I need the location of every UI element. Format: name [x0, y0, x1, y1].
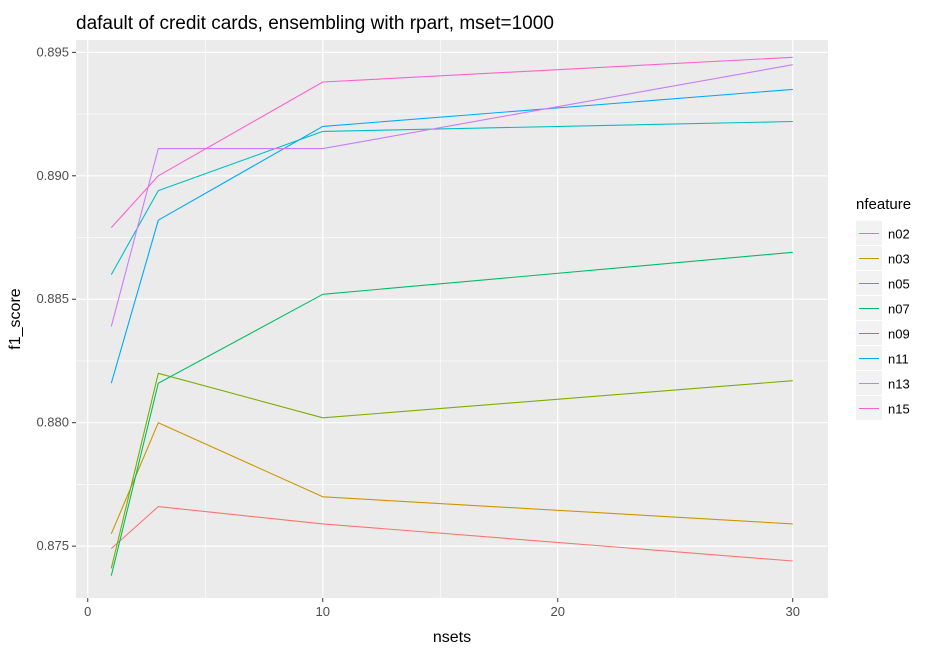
- y-tick-label: 0.875: [36, 538, 69, 553]
- y-axis-title: f1_score: [7, 288, 24, 349]
- legend-title: nfeature: [856, 196, 911, 213]
- series-line-n15: [110, 56, 793, 228]
- legend: nfeature n02 n03 n05 n07 n09 n11 n13 n15: [856, 196, 911, 420]
- legend-label-n13: n13: [888, 377, 910, 392]
- legend-label-n09: n09: [888, 327, 910, 342]
- y-tick-label: 0.885: [36, 291, 69, 306]
- legend-label-n11: n11: [888, 352, 909, 367]
- legend-label-n07: n07: [888, 302, 910, 317]
- series-line-n11: [110, 88, 793, 384]
- legend-label-n05: n05: [888, 277, 910, 292]
- series-line-n09: [110, 120, 793, 275]
- y-axis: 0.875 0.880 0.885 0.890 0.895: [36, 44, 76, 553]
- series-line-n07: [110, 251, 793, 576]
- x-axis: 0 10 20 30: [84, 598, 800, 619]
- x-tick-label: 10: [316, 604, 330, 619]
- series-lines: [110, 56, 793, 576]
- plot-panel: [76, 40, 828, 598]
- chart-title: dafault of credit cards, ensembling with…: [76, 13, 554, 34]
- legend-label-n03: n03: [888, 252, 910, 267]
- grid-minor: [76, 40, 828, 598]
- legend-label-n02: n02: [888, 227, 910, 242]
- y-tick-label: 0.895: [36, 44, 69, 59]
- y-tick-label: 0.890: [36, 168, 69, 183]
- series-line-n13: [110, 64, 793, 327]
- x-axis-title: nsets: [433, 629, 471, 646]
- series-line-n05: [110, 372, 793, 569]
- x-tick-label: 20: [551, 604, 565, 619]
- legend-label-n15: n15: [888, 402, 910, 417]
- grid-major: [76, 40, 828, 598]
- x-tick-label: 0: [84, 604, 91, 619]
- legend-items: n02 n03 n05 n07 n09 n11 n13 n15: [856, 221, 910, 420]
- x-tick-label: 30: [786, 604, 800, 619]
- y-tick-label: 0.880: [36, 415, 69, 430]
- series-line-n02: [110, 506, 793, 562]
